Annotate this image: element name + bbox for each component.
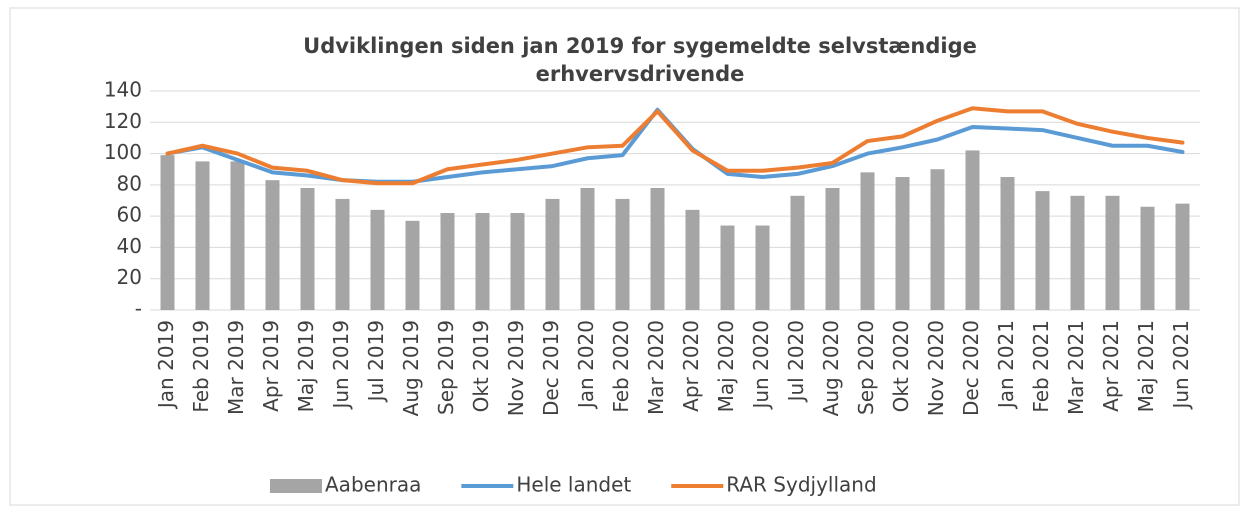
- x-tick-label: Sep 2019: [434, 320, 458, 415]
- bar: [685, 209, 700, 310]
- line: [165, 106, 1185, 186]
- x-tick-label: Jan 2021: [994, 320, 1018, 410]
- line: [165, 107, 1185, 184]
- y-tick-label: 80: [117, 171, 142, 195]
- bar: [545, 198, 560, 310]
- legend-label: RAR Sydjylland: [726, 473, 876, 497]
- x-tick-label: Maj 2019: [294, 320, 318, 412]
- bar: [720, 225, 735, 310]
- x-tick-label: Aug 2020: [819, 320, 843, 416]
- x-tick-label: Mar 2019: [224, 320, 248, 415]
- bar: [825, 187, 840, 310]
- frame: [9, 7, 1240, 506]
- x-tick-label: Mar 2020: [644, 320, 668, 415]
- x-tick-label: Maj 2020: [714, 320, 738, 412]
- y-tick-label: -: [135, 297, 142, 321]
- bar: [1175, 203, 1190, 310]
- x-tick-label: Jun 2019: [329, 320, 353, 411]
- bar: [895, 177, 910, 310]
- x-tick-label: Apr 2020: [679, 320, 703, 412]
- x-tick-label: Jul 2020: [784, 320, 808, 403]
- bar: [1000, 177, 1015, 310]
- bar: [615, 198, 630, 310]
- x-tick-label: Aug 2019: [399, 320, 423, 416]
- y-tick-label: 120: [104, 109, 142, 133]
- x-tick-label: Apr 2019: [259, 320, 283, 412]
- y-tick-label: 40: [117, 234, 142, 258]
- y-tick-label: 20: [117, 265, 142, 289]
- x-tick-label: Mar 2021: [1064, 320, 1088, 415]
- y-tick-label: 60: [117, 203, 142, 227]
- bar: [370, 209, 385, 310]
- bar: [965, 150, 980, 310]
- x-tick-label: Dec 2020: [959, 320, 983, 416]
- bar: [160, 155, 175, 310]
- legend-swatch: [270, 479, 322, 493]
- legend-label: Aabenraa: [325, 473, 421, 497]
- chart-title: Udviklingen siden jan 2019 for sygemeldt…: [303, 34, 977, 86]
- bar: [1035, 191, 1050, 310]
- x-tick-label: Maj 2021: [1134, 320, 1158, 412]
- x-tick-label: Okt 2020: [889, 320, 913, 412]
- bar: [195, 161, 210, 310]
- x-tick-label: Jan 2020: [574, 320, 598, 410]
- bar: [405, 220, 420, 310]
- bar: [230, 161, 245, 310]
- x-tick-label: Feb 2019: [189, 320, 213, 413]
- bar: [475, 213, 490, 310]
- bar: [335, 198, 350, 310]
- bar: [860, 172, 875, 310]
- x-tick-label: Feb 2021: [1029, 320, 1053, 413]
- x-tick-label: Nov 2020: [924, 320, 948, 416]
- x-tick-label: Jun 2020: [749, 320, 773, 411]
- bar: [510, 213, 525, 310]
- x-tick-label: Jan 2019: [154, 320, 178, 410]
- bar: [300, 187, 315, 310]
- x-tick-label: Sep 2020: [854, 320, 878, 415]
- x-tick-label: Nov 2019: [504, 320, 528, 416]
- x-tick-label: Jun 2021: [1169, 320, 1193, 411]
- legend-label: Hele landet: [516, 473, 631, 497]
- x-tick-label: Feb 2020: [609, 320, 633, 413]
- bar: [1140, 206, 1155, 310]
- x-tick-label: Dec 2019: [539, 320, 563, 416]
- x-tick-label: Jul 2019: [364, 320, 388, 403]
- bar: [650, 187, 665, 310]
- bar: [1105, 195, 1120, 310]
- bar: [930, 169, 945, 310]
- bar: [265, 180, 280, 310]
- x-tick-label: Okt 2019: [469, 320, 493, 412]
- bar: [580, 187, 595, 310]
- bar: [1070, 195, 1085, 310]
- y-tick-label: 140: [104, 78, 142, 102]
- x-tick-label: Apr 2021: [1099, 320, 1123, 412]
- y-tick-label: 100: [104, 140, 142, 164]
- bar: [755, 225, 770, 310]
- bar: [790, 195, 805, 310]
- bar: [440, 213, 455, 310]
